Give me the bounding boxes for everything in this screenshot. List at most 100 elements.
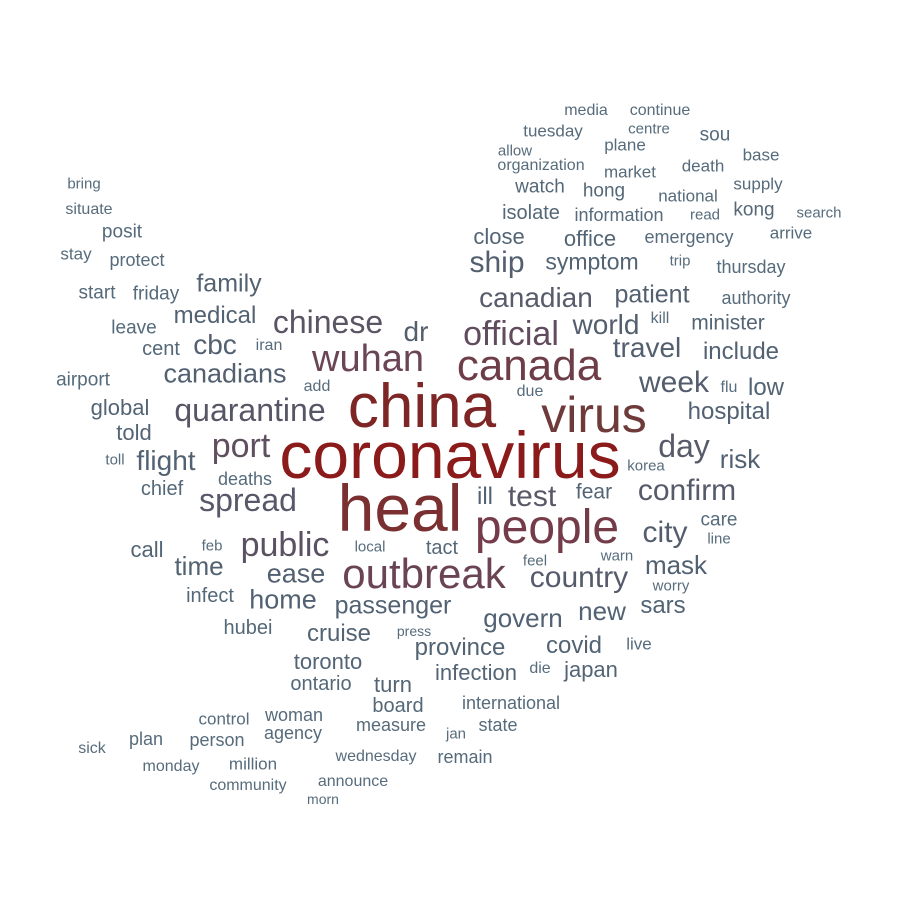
word-include: include — [702, 338, 780, 365]
word-canadians: canadians — [163, 358, 287, 389]
word-new: new — [578, 596, 626, 626]
word-care: care — [700, 509, 738, 531]
word-hospital: hospital — [687, 398, 771, 425]
word-time: time — [174, 551, 224, 581]
word-korea: korea — [627, 457, 665, 475]
word-chinese: chinese — [272, 304, 384, 340]
word-local: local — [354, 538, 386, 556]
word-canada: canada — [456, 341, 602, 390]
word-read: read — [689, 206, 721, 224]
word-official: official — [463, 315, 559, 353]
word-low: low — [747, 374, 785, 401]
word-start: start — [78, 282, 116, 304]
word-million: million — [228, 754, 278, 774]
word-wuhan: wuhan — [312, 338, 424, 380]
word-minister: minister — [691, 311, 765, 335]
word-emergency: emergency — [644, 227, 734, 247]
word-heal: heal — [337, 471, 463, 545]
word-bring: bring — [67, 175, 101, 193]
word-community: community — [209, 777, 287, 794]
word-airport: airport — [56, 369, 110, 391]
word-toronto: toronto — [293, 649, 363, 674]
word-live: live — [626, 634, 652, 654]
word-medical: medical — [173, 302, 257, 329]
word-media: media — [564, 102, 608, 119]
word-fear: fear — [575, 480, 613, 504]
word-international: international — [461, 693, 561, 713]
word-market: market — [604, 162, 656, 182]
word-ill: ill — [477, 483, 493, 510]
word-sou: sou — [699, 124, 731, 146]
word-sick: sick — [78, 740, 106, 757]
word-due: due — [516, 383, 544, 400]
word-measure: measure — [355, 715, 427, 735]
word-mask: mask — [644, 550, 708, 580]
word-flu: flu — [720, 379, 738, 396]
word-ease: ease — [266, 558, 326, 589]
word-cbc: cbc — [193, 329, 237, 360]
word-tuesday: tuesday — [523, 121, 583, 141]
word-kill: kill — [650, 310, 670, 327]
word-allow: allow — [497, 142, 533, 160]
word-woman: woman — [264, 705, 324, 725]
word-arrive: arrive — [769, 223, 813, 243]
word-covid: covid — [545, 632, 603, 659]
word-ontario: ontario — [290, 673, 352, 695]
word-person: person — [189, 730, 245, 750]
word-kong: kong — [733, 199, 775, 221]
word-infect: infect — [186, 585, 234, 607]
word-week: week — [638, 366, 710, 399]
word-test: test — [507, 480, 557, 513]
word-posit: posit — [101, 221, 143, 243]
word-world: world — [572, 309, 640, 340]
word-country: country — [529, 561, 629, 594]
word-risk: risk — [719, 444, 761, 474]
word-leave: leave — [111, 317, 157, 339]
word-base: base — [742, 145, 780, 165]
word-organization: organization — [497, 157, 585, 174]
word-warn: warn — [600, 547, 634, 565]
word-tact: tact — [425, 537, 459, 559]
word-death: death — [681, 156, 725, 176]
word-flight: flight — [136, 445, 196, 476]
word-national: national — [658, 186, 718, 206]
word-province: province — [414, 634, 506, 661]
word-feel: feel — [522, 552, 548, 570]
word-line: line — [707, 530, 731, 548]
word-city: city — [642, 516, 688, 549]
word-press: press — [396, 623, 432, 639]
word-global: global — [90, 395, 150, 420]
word-plan: plan — [128, 729, 164, 749]
word-turn: turn — [374, 672, 412, 697]
word-worry: worry — [652, 577, 690, 595]
word-travel: travel — [612, 332, 682, 363]
word-supply: supply — [733, 174, 783, 194]
word-protect: protect — [109, 250, 165, 270]
word-continue: continue — [629, 102, 691, 119]
word-monday: monday — [142, 758, 200, 775]
word-virus: virus — [541, 387, 647, 443]
word-information: information — [574, 205, 664, 225]
word-board: board — [372, 695, 424, 717]
word-hubei: hubei — [223, 617, 273, 639]
word-patient: patient — [614, 280, 690, 309]
word-search: search — [796, 204, 842, 222]
word-feb: feb — [201, 537, 223, 555]
word-remain: remain — [437, 747, 493, 767]
word-add: add — [303, 378, 331, 395]
word-situate: situate — [65, 201, 113, 218]
word-cent: cent — [142, 338, 180, 360]
word-dr: dr — [403, 316, 429, 347]
word-home: home — [249, 584, 317, 615]
word-canadian: canadian — [479, 282, 593, 313]
word-public: public — [240, 526, 330, 564]
word-passenger: passenger — [334, 591, 452, 620]
word-control: control — [198, 709, 250, 729]
word-iran: iran — [255, 337, 283, 354]
word-authority: authority — [721, 288, 791, 308]
word-call: call — [130, 537, 164, 562]
word-close: close — [473, 224, 525, 249]
word-centre: centre — [628, 120, 670, 138]
word-told: told — [116, 420, 152, 445]
